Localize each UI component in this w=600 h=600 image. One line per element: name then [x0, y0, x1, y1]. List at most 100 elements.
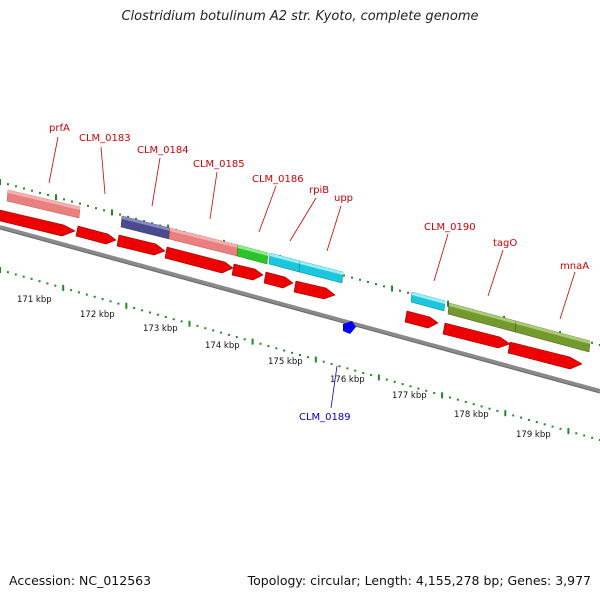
accession-label: Accession: NC_012563	[9, 573, 152, 588]
cds-arrow[interactable]	[442, 322, 511, 349]
feature-bar-upp[interactable]	[298, 260, 344, 284]
cds-arrow[interactable]	[116, 234, 166, 256]
scale-tick-minor	[235, 336, 238, 339]
feature-bar-prfA[interactable]	[6, 189, 81, 219]
scale-tick-minor	[156, 313, 159, 316]
scale-tick-minor	[362, 371, 365, 374]
gene-label-clm0184[interactable]: CLM_0184	[137, 145, 189, 156]
gene-label-mnaA[interactable]: mnaA	[560, 261, 589, 272]
kbp-label: 176 kbp	[330, 375, 365, 385]
genome-backbone-shadow	[0, 228, 600, 394]
feature-bar-rpiB[interactable]	[268, 252, 301, 273]
scale-tick-minor	[283, 349, 286, 352]
gene-label-upp[interactable]: upp	[334, 193, 353, 204]
gene-label-clm0189[interactable]: CLM_0189	[299, 412, 351, 423]
gene-label-clm0183[interactable]: CLM_0183	[79, 133, 131, 144]
scale-tick-minor	[103, 209, 105, 212]
scale-tick-minor	[243, 338, 246, 341]
map-title: Clostridium botulinum A2 str. Kyoto, com…	[121, 9, 479, 24]
scale-tick-minor	[143, 220, 145, 223]
cds-arrow[interactable]	[507, 341, 583, 370]
cds-arrow[interactable]	[0, 209, 76, 237]
scale-tick-minor	[6, 271, 9, 274]
scale-tick-minor	[433, 392, 436, 394]
gene-label-rpiB[interactable]: rpiB	[309, 185, 329, 196]
scale-tick-minor	[346, 367, 349, 370]
scale-tick-minor	[22, 275, 25, 278]
scale-tick-minor	[54, 284, 57, 287]
scale-tick-minor	[220, 331, 223, 334]
scale-tick-minor	[399, 289, 401, 292]
scale-tick-minor	[259, 342, 262, 345]
scale-tick-minor	[291, 351, 294, 354]
small-gene-marker[interactable]	[343, 321, 356, 334]
scale-tick-minor	[172, 318, 175, 321]
scale-tick-minor	[375, 283, 377, 286]
scale-tick-minor	[306, 356, 309, 359]
label-leader-blue	[330, 365, 338, 409]
scale-tick-minor	[417, 387, 420, 390]
scale-tick-minor	[472, 403, 475, 406]
scale-tick-minor	[322, 360, 325, 363]
scale-tick-minor	[393, 380, 396, 383]
scale-tick-minor	[7, 183, 9, 186]
cds-arrow[interactable]	[164, 246, 234, 274]
scale-tick-minor	[101, 298, 104, 301]
scale-tick-major	[111, 209, 113, 216]
scale-tick-minor	[164, 316, 167, 318]
scale-tick-major	[188, 320, 191, 327]
feature-bar-0184[interactable]	[120, 215, 171, 240]
scale-tick-minor	[559, 427, 562, 430]
scale-tick-minor	[351, 276, 353, 279]
kbp-label: 177 kbp	[392, 391, 427, 401]
scale-tick-minor	[79, 202, 81, 205]
genome-backbone	[0, 225, 600, 393]
cds-arrow[interactable]	[75, 225, 117, 245]
scale-tick-minor	[85, 293, 88, 296]
scale-tick-major	[391, 285, 393, 292]
gene-label-clm0186[interactable]: CLM_0186	[252, 174, 304, 185]
gene-labels: prfA CLM_0183 CLM_0184 CLM_0185 CLM_0186…	[49, 123, 589, 423]
gene-label-clm0185[interactable]: CLM_0185	[193, 159, 245, 170]
gene-label-tagO[interactable]: tagO	[493, 238, 517, 249]
scale-tick-minor	[31, 189, 33, 192]
scale-tick-minor	[512, 414, 515, 417]
feature-bar-mnaA[interactable]	[514, 320, 591, 353]
scale-tick-minor	[30, 277, 33, 280]
scale-tick-minor	[299, 354, 301, 356]
gene-label-prfA[interactable]: prfA	[49, 123, 70, 134]
cds-arrow[interactable]	[231, 263, 264, 281]
cds-arrow[interactable]	[293, 280, 336, 300]
scale-tick-major	[55, 194, 57, 201]
scale-tick-minor	[196, 324, 199, 327]
gene-label-clm0190[interactable]: CLM_0190	[424, 222, 476, 233]
scale-tick-minor	[330, 362, 333, 365]
scale-tick-minor	[385, 378, 388, 381]
kbp-label: 179 kbp	[516, 430, 551, 440]
scale-tick-minor	[47, 194, 49, 196]
scale-tick-minor	[520, 416, 523, 419]
scale-tick-major	[314, 356, 317, 363]
cds-arrow[interactable]	[263, 271, 294, 289]
scale-tick-minor	[63, 198, 65, 201]
scale-tick-minor	[456, 398, 459, 401]
scale-tick-minor	[46, 282, 49, 285]
scale-tick-major	[441, 392, 444, 399]
scale-tick-major	[504, 410, 507, 417]
cds-arrows	[0, 209, 583, 370]
scale-tick-minor	[227, 333, 230, 336]
feature-bar-0186[interactable]	[236, 244, 269, 265]
scale-tick-minor	[119, 213, 121, 216]
scale-tick-minor	[275, 347, 278, 350]
cds-arrow[interactable]	[404, 310, 439, 329]
scale-tick-minor	[370, 374, 373, 377]
kbp-label: 173 kbp	[143, 324, 178, 334]
scale-tick-minor	[14, 273, 17, 276]
scale-tick-minor	[38, 280, 41, 283]
scale-tick-major	[0, 179, 1, 185]
scale-tick-minor	[425, 389, 428, 392]
kbp-label: 178 kbp	[454, 410, 489, 420]
feature-bar-0190[interactable]	[410, 291, 446, 312]
genome-summary: Topology: circular; Length: 4,155,278 bp…	[247, 573, 591, 588]
scale-tick-minor	[267, 345, 270, 348]
